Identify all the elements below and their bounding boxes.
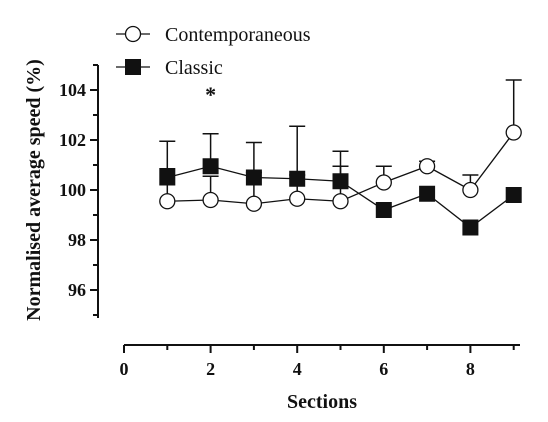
significance-asterisk: * <box>205 82 216 107</box>
data-point-classic <box>159 169 176 186</box>
y-tick-label: 96 <box>68 280 86 300</box>
data-point-classic <box>245 169 262 186</box>
x-axis-label: Sections <box>287 391 357 413</box>
y-axis-label: Normalised average speed (%) <box>23 59 45 321</box>
annotations: * <box>205 82 216 107</box>
x-tick-label: 0 <box>120 359 129 379</box>
y-tick-label: 104 <box>59 80 86 100</box>
series-markers <box>159 124 522 236</box>
data-point-classic <box>462 219 479 236</box>
x-tick-label: 8 <box>466 359 475 379</box>
data-point-classic <box>419 185 436 202</box>
legend-label: Contemporaneous <box>165 24 311 46</box>
data-point-contemporaneous <box>418 158 436 175</box>
data-point-contemporaneous <box>245 195 263 212</box>
data-point-contemporaneous <box>505 124 522 141</box>
data-point-classic <box>505 187 522 203</box>
y-tick-label: 98 <box>68 230 86 250</box>
data-point-contemporaneous <box>289 190 306 207</box>
data-point-contemporaneous <box>462 181 479 199</box>
x-tick-label: 4 <box>293 359 302 379</box>
legend-marker-classic <box>125 59 141 75</box>
data-point-contemporaneous <box>159 193 176 210</box>
legend-label: Classic <box>165 57 223 79</box>
data-point-classic <box>332 173 349 190</box>
y-tick-label: 102 <box>59 130 86 150</box>
x-tick-label: 6 <box>379 359 388 379</box>
data-point-contemporaneous <box>332 193 349 210</box>
data-point-classic <box>289 170 306 187</box>
y-tick-label: 100 <box>59 180 86 200</box>
legend: Contemporaneous Classic <box>116 24 311 79</box>
legend-marker-contemporaneous <box>124 25 142 43</box>
data-point-classic <box>375 202 392 218</box>
x-tick-label: 2 <box>206 359 215 379</box>
data-point-contemporaneous <box>202 191 219 209</box>
data-point-classic <box>202 158 219 175</box>
data-point-contemporaneous <box>375 174 392 191</box>
axes: 96 98 100 102 104 0 2 4 6 8 <box>59 64 520 379</box>
